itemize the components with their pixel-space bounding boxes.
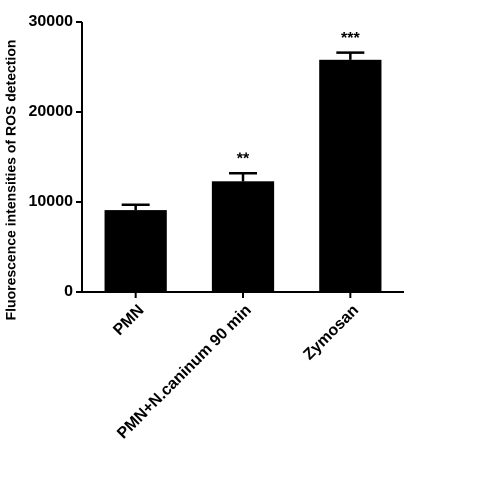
significance-label: *** xyxy=(341,30,360,47)
error-bar xyxy=(229,171,257,182)
significance-label: ** xyxy=(237,150,250,167)
error-bar xyxy=(336,51,365,60)
x-tick-label: PMN xyxy=(110,302,147,339)
y-tick-label: 10000 xyxy=(29,193,74,210)
x-tick-label: Zymosan xyxy=(300,302,362,364)
y-tick-label: 0 xyxy=(64,283,73,300)
y-tick-label: 30000 xyxy=(29,13,74,30)
error-bar xyxy=(121,203,150,211)
bar xyxy=(104,210,167,292)
bar xyxy=(211,181,275,292)
y-tick-label: 20000 xyxy=(29,103,74,120)
bar xyxy=(319,59,382,292)
y-axis-title: Fluorescence intensities of ROS detectio… xyxy=(3,40,19,321)
